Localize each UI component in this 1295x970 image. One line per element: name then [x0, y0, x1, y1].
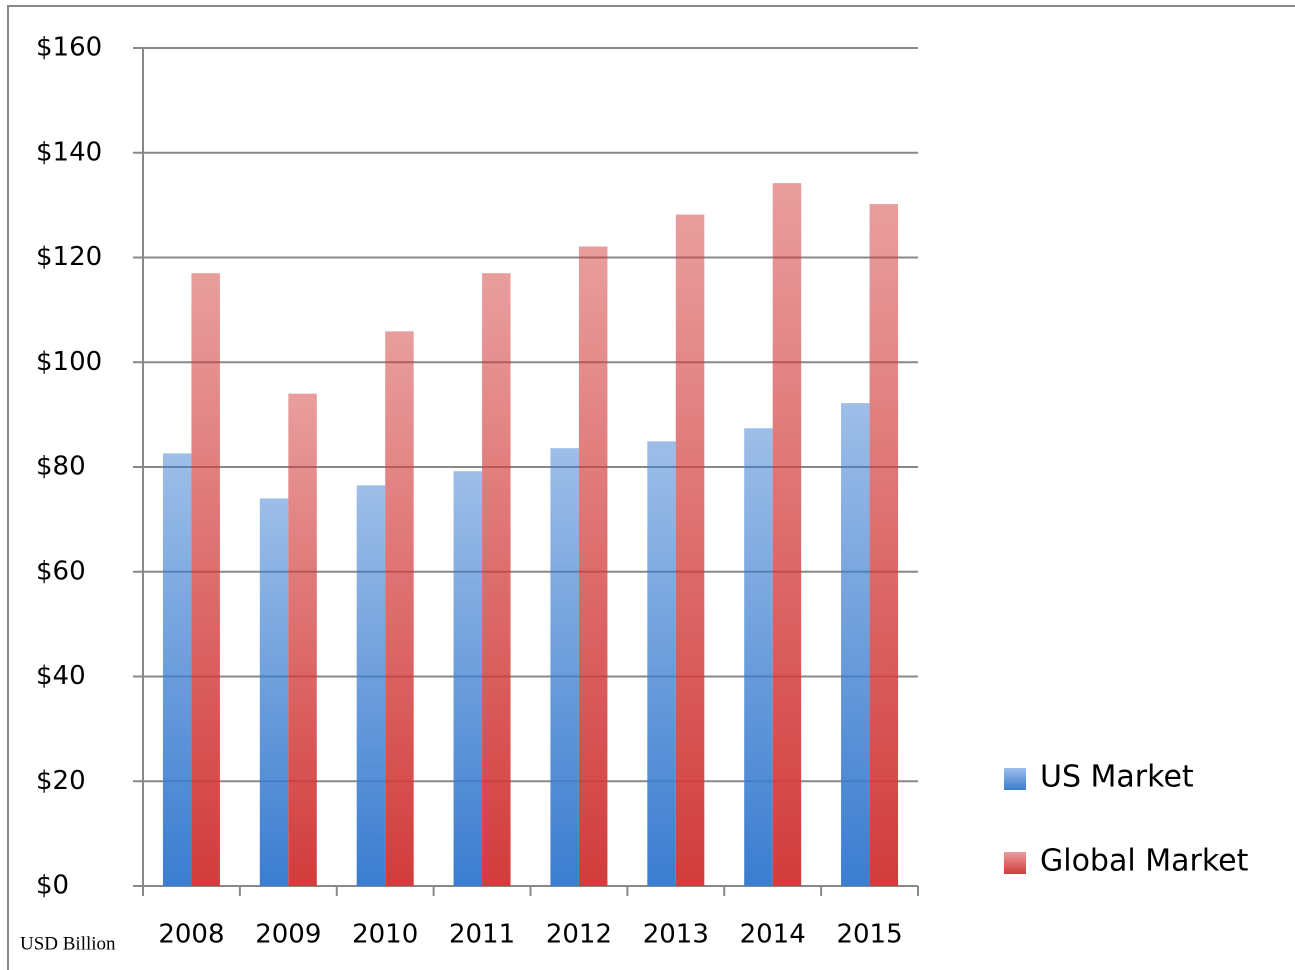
- bar: [162, 453, 192, 886]
- y-tick-label: $80: [36, 452, 86, 482]
- bar: [550, 448, 579, 886]
- bar: [482, 273, 511, 886]
- bar: [356, 485, 386, 886]
- x-tick-label: 2015: [836, 920, 902, 950]
- y-tick-label: $60: [36, 556, 86, 586]
- x-tick-label: 2010: [352, 920, 418, 950]
- y-tick-label: $140: [36, 137, 102, 167]
- bar: [744, 428, 773, 886]
- y-tick-label: $120: [36, 242, 102, 272]
- bar: [647, 441, 676, 886]
- y-tick-label: $40: [36, 661, 86, 691]
- x-tick-label: 2013: [643, 920, 709, 950]
- bar: [675, 214, 705, 887]
- x-tick-label: 2011: [449, 920, 515, 950]
- bar: [772, 183, 802, 886]
- legend-swatch: [1004, 852, 1026, 874]
- x-tick-label: 2012: [546, 920, 612, 950]
- bar: [453, 471, 483, 886]
- bar: [385, 331, 414, 886]
- bar: [869, 204, 899, 886]
- y-tick-label: $20: [36, 766, 86, 796]
- x-tick-label: 2014: [740, 920, 806, 950]
- legend-swatch: [1004, 768, 1026, 790]
- y-tick-label: $100: [36, 347, 102, 377]
- x-tick-label: 2008: [158, 920, 224, 950]
- frame: [7, 5, 1295, 970]
- y-axis-label: USD Billion: [20, 933, 116, 954]
- bar: [191, 273, 220, 886]
- y-tick-label: $160: [36, 33, 102, 63]
- bar: [578, 246, 608, 887]
- x-tick-label: 2009: [255, 920, 321, 950]
- bar: [288, 393, 317, 886]
- bar: [259, 498, 289, 886]
- y-tick-label: $0: [36, 871, 69, 901]
- legend-label: US Market: [1040, 760, 1194, 795]
- bar: [841, 403, 870, 886]
- legend-label: Global Market: [1040, 844, 1249, 879]
